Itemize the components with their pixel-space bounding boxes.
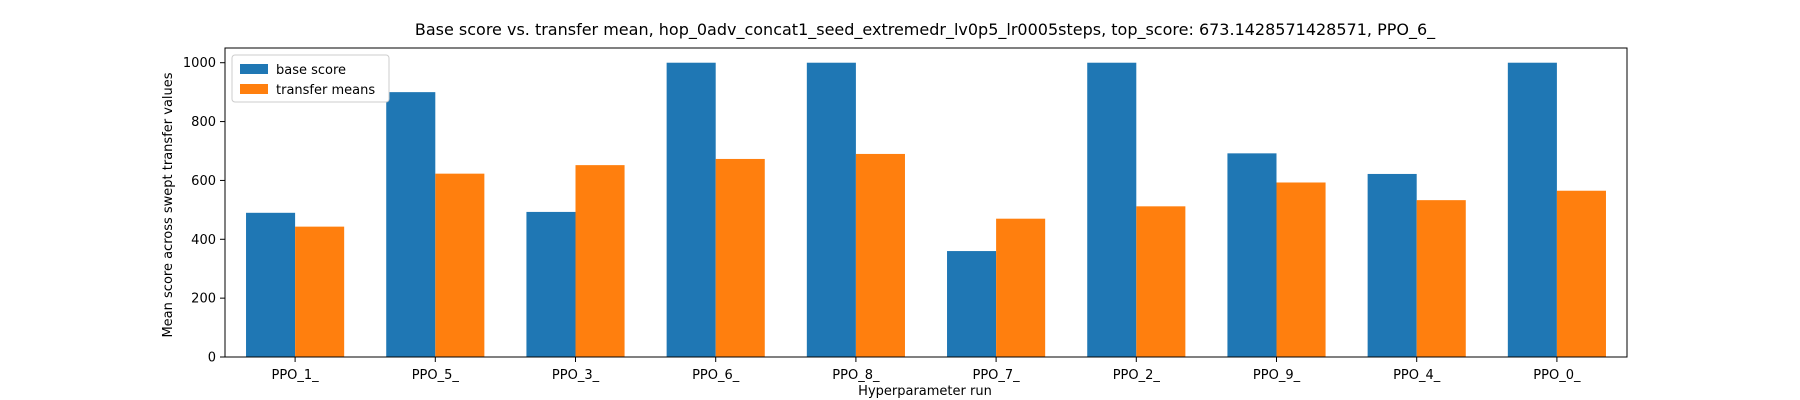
bar-transfer-means-ppo-8 [855, 153, 905, 357]
bar-transfer-means-ppo-0 [1556, 190, 1606, 357]
bar-transfer-means-ppo-5 [435, 173, 485, 357]
x-tick-label: PPO_7_ [973, 368, 1021, 383]
x-tick-label: PPO_0_ [1533, 368, 1581, 383]
x-tick-label: PPO_6_ [692, 368, 740, 383]
legend-swatch-transfer-means [240, 84, 268, 94]
y-tick-label: 600 [191, 174, 216, 189]
y-axis-label: Mean score across swept transfer values [161, 72, 176, 337]
x-tick-label: PPO_3_ [552, 368, 600, 383]
y-tick-label: 1000 [183, 56, 216, 71]
x-tick-label: PPO_2_ [1113, 368, 1161, 383]
y-tick-label: 200 [191, 292, 216, 307]
bar-base-score-ppo-0 [1507, 62, 1557, 358]
y-tick-label: 400 [191, 233, 216, 248]
x-tick-label: PPO_1_ [272, 368, 320, 383]
bar-base-score-ppo-8 [806, 62, 856, 358]
chart-title: Base score vs. transfer mean, hop_0adv_c… [415, 20, 1436, 40]
x-tick-label: PPO_9_ [1253, 368, 1301, 383]
legend: base score transfer means [231, 54, 390, 103]
bar-base-score-ppo-2 [1087, 62, 1137, 358]
bar-transfer-means-ppo-3 [575, 165, 625, 357]
bar-base-score-ppo-5 [386, 92, 436, 357]
legend-swatch-base-score [240, 64, 268, 74]
bar-transfer-means-ppo-6 [715, 158, 765, 357]
plot-area: PPO_1_ PPO_5_ PPO_3_ PPO_6_ PPO_8_ PPO_7_ PPO_… [183, 47, 1628, 383]
bar-base-score-ppo-1 [246, 212, 296, 357]
bar-base-score-ppo-7 [947, 251, 997, 357]
bar-base-score-ppo-6 [666, 62, 716, 358]
legend-label-transfer-means: transfer means [276, 83, 375, 98]
legend-label-base-score: base score [276, 63, 346, 78]
bar-transfer-means-ppo-1 [295, 226, 345, 357]
x-tick-label: PPO_4_ [1393, 368, 1441, 383]
x-axis-label: Hyperparameter run [858, 384, 992, 399]
bar-transfer-means-ppo-2 [1136, 206, 1186, 357]
bar-transfer-means-ppo-4 [1416, 200, 1466, 357]
legend-box [231, 54, 390, 103]
bar-base-score-ppo-3 [526, 211, 576, 357]
x-tick-label: PPO_5_ [412, 368, 460, 383]
bar-transfer-means-ppo-9 [1276, 182, 1326, 357]
bar-transfer-means-ppo-7 [996, 218, 1046, 357]
y-tick-label: 0 [208, 351, 216, 366]
axes-frame [224, 47, 1628, 358]
bar-base-score-ppo-4 [1367, 173, 1417, 357]
y-tick-label: 800 [191, 115, 216, 130]
bar-base-score-ppo-9 [1227, 153, 1277, 357]
x-tick-label: PPO_8_ [832, 368, 880, 383]
